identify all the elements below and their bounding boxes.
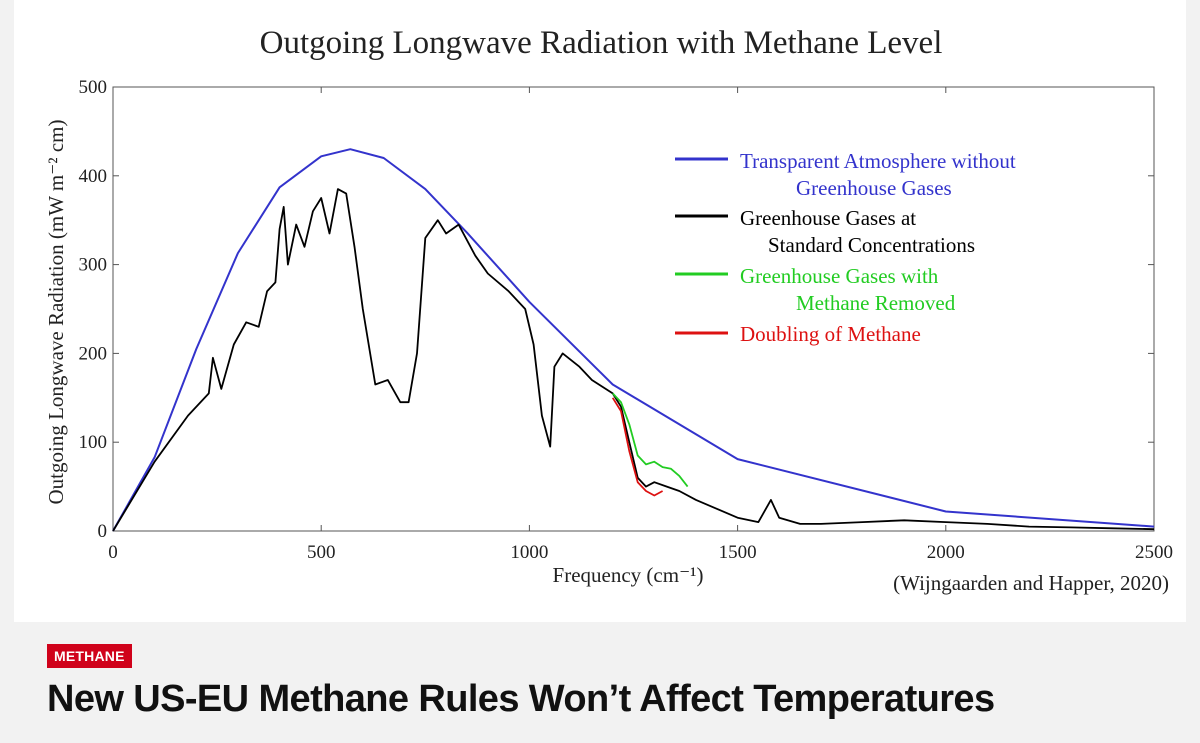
series-methane-doubled-line	[611, 397, 664, 497]
legend-label-doubling: Doubling of Methane	[740, 322, 921, 346]
x-tick-label: 2500	[1135, 542, 1173, 563]
legend-label-standard-line2: Standard Concentrations	[768, 233, 975, 257]
x-tick-label: 0	[108, 542, 118, 563]
legend-label-standard-line1: Greenhouse Gases at	[740, 206, 916, 230]
x-tick-label: 1000	[510, 542, 548, 563]
legend: Transparent Atmosphere without Greenhous…	[675, 149, 1016, 346]
y-axis-label: Outgoing Longwave Radiation (mW m⁻² cm)	[44, 119, 68, 504]
article-headline[interactable]: New US-EU Methane Rules Won’t Affect Tem…	[47, 678, 995, 720]
chart-title: Outgoing Longwave Radiation with Methane…	[260, 25, 943, 61]
series-lines	[112, 148, 1155, 532]
y-tick-label: 200	[79, 343, 108, 364]
x-axis-label: Frequency (cm⁻¹)	[553, 563, 704, 587]
y-tick-label: 300	[79, 255, 108, 276]
x-axis: 0 500 1000 1500 2000 2500	[108, 87, 1173, 563]
y-tick-label: 500	[79, 77, 108, 98]
y-tick-label: 100	[79, 432, 108, 453]
y-axis: 0 100 200 300 400 500	[79, 77, 1154, 542]
figure-panel: Outgoing Longwave Radiation with Methane…	[14, 0, 1186, 622]
series-transparent-line	[112, 148, 1155, 532]
y-tick-label: 400	[79, 166, 108, 187]
legend-label-removed-line1: Greenhouse Gases with	[740, 264, 939, 288]
legend-label-removed-line2: Methane Removed	[796, 291, 956, 315]
category-tag[interactable]: METHANE	[47, 644, 132, 668]
plot-frame	[112, 86, 1155, 532]
x-tick-label: 2000	[927, 542, 965, 563]
x-tick-label: 500	[307, 542, 336, 563]
x-tick-label: 1500	[719, 542, 757, 563]
legend-label-transparent-line2: Greenhouse Gases	[796, 176, 952, 200]
series-methane-removed-line	[612, 392, 689, 488]
series-standard-line	[112, 188, 1155, 532]
source-citation: (Wijngaarden and Happer, 2020)	[893, 571, 1169, 595]
methane-olr-chart: Outgoing Longwave Radiation with Methane…	[44, 25, 1173, 595]
y-tick-label: 0	[98, 521, 108, 542]
legend-label-transparent-line1: Transparent Atmosphere without	[740, 149, 1016, 173]
